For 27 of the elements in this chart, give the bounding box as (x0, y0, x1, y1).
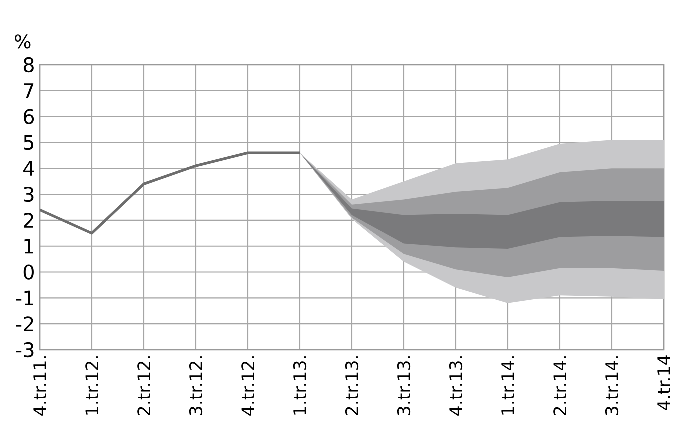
x-tick-label: 1.tr.13. (293, 356, 307, 415)
y-tick-label: -3 (16, 342, 34, 358)
x-tick-label: 3.tr.12. (189, 356, 203, 416)
y-tick-label: 1 (24, 239, 34, 254)
x-tick-label: 1.tr.14. (502, 356, 514, 415)
x-tick-label: 4.tr.13. (449, 356, 463, 416)
y-tick-label: 0 (24, 264, 34, 280)
x-tick-label: 3.tr.14. (605, 356, 619, 416)
x-tick-label: 2.tr.14. (554, 356, 566, 416)
x-tick-label: 4.tr.11. (34, 356, 46, 416)
y-tick-label: -2 (16, 316, 34, 332)
line-series (40, 152, 302, 235)
x-tick-label: 3.tr.13. (397, 356, 411, 416)
x-tick-label: 4.tr.12. (242, 356, 254, 416)
y-tick-label: 2 (24, 213, 34, 228)
y-axis-title: % (15, 34, 31, 49)
x-tick-label: 2.tr.12. (138, 356, 150, 416)
x-tick-label: 2.tr.13. (345, 356, 359, 416)
y-tick-label: -1 (16, 290, 34, 306)
y-tick-label: 5 (24, 135, 34, 150)
x-tick-label: 4.tr.14 (658, 356, 670, 410)
y-tick-label: 8 (24, 57, 34, 73)
x-tick-label: 1.tr.12. (86, 356, 98, 415)
y-tick-label: 6 (24, 109, 34, 124)
y-tick-label: 4 (24, 161, 34, 176)
y-tick-label: 3 (24, 186, 34, 202)
y-tick-label: 7 (24, 84, 34, 98)
